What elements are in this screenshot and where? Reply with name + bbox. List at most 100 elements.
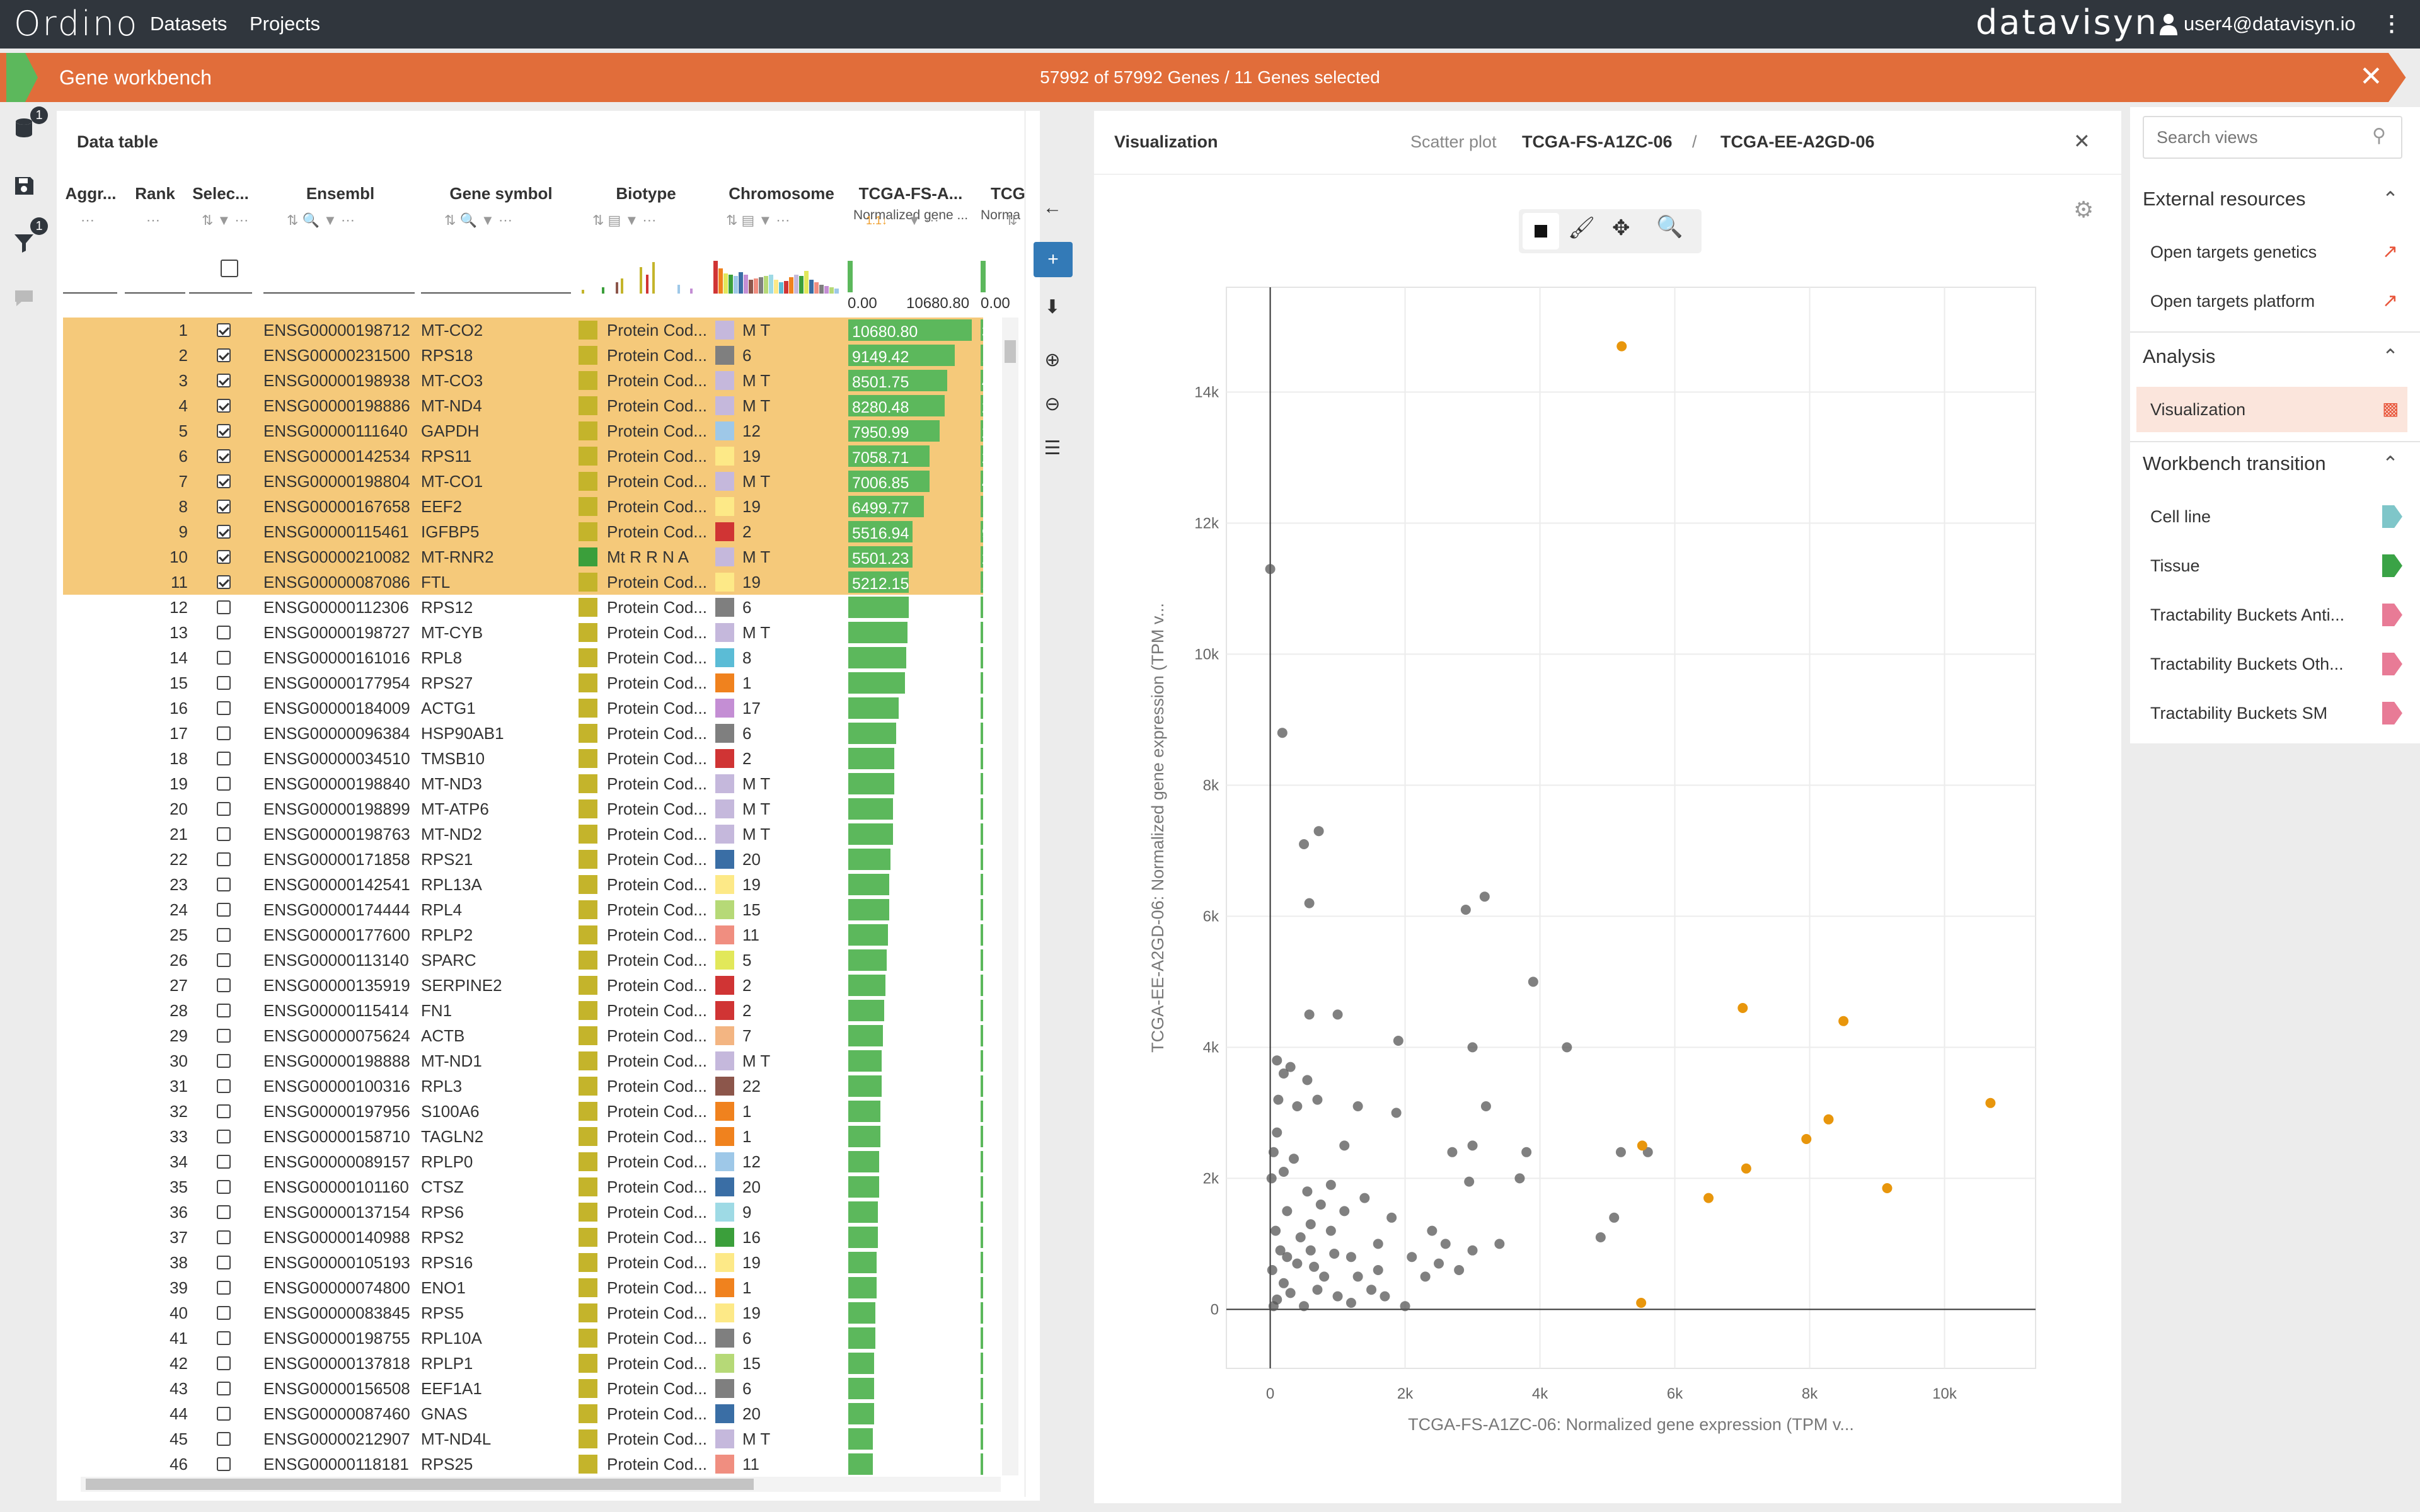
item-tissue[interactable]: Tissue <box>2150 556 2200 575</box>
table-row[interactable]: 10 ENSG00000210082 MT-RNR2 Mt R R N A M T 550… <box>63 544 983 570</box>
table-row[interactable]: 16 ENSG00000184009 ACTG1 Protein Cod... 17 <box>63 696 983 721</box>
table-row[interactable]: 20 ENSG00000198899 MT-ATP6 Protein Cod... M … <box>63 796 983 822</box>
row-checkbox[interactable] <box>217 1281 231 1295</box>
table-row[interactable]: 27 ENSG00000135919 SERPINE2 Protein Cod... 2 <box>63 973 983 998</box>
visualization-close-icon[interactable]: ✕ <box>2073 130 2090 152</box>
ensembl-controls[interactable]: ⇅ 🔍 ▼ ⋯ <box>287 212 355 228</box>
tcga-ee-sort-icon[interactable]: ⇅ <box>1006 212 1018 228</box>
row-checkbox[interactable] <box>217 852 231 866</box>
item-open-targets-genetics[interactable]: Open targets genetics <box>2150 243 2317 261</box>
more-menu-icon[interactable]: ⋮ <box>2381 12 2402 36</box>
row-checkbox[interactable] <box>217 1130 231 1143</box>
table-row[interactable]: 33 ENSG00000158710 TAGLN2 Protein Cod... 1 <box>63 1124 983 1149</box>
aggregate-more-icon[interactable]: ⋯ <box>81 212 95 228</box>
external-link-icon[interactable]: ↗ <box>2382 241 2399 262</box>
row-checkbox[interactable] <box>217 449 231 463</box>
row-checkbox[interactable] <box>217 777 231 791</box>
row-checkbox[interactable] <box>217 827 231 841</box>
table-row[interactable]: 4 ENSG00000198886 MT-ND4 Protein Cod... M T 8… <box>63 393 983 418</box>
chevron-up-icon[interactable]: ⌃ <box>2382 345 2399 367</box>
row-checkbox[interactable] <box>217 1432 231 1446</box>
table-row[interactable]: 31 ENSG00000100316 RPL3 Protein Cod... 22 <box>63 1074 983 1099</box>
table-row[interactable]: 25 ENSG00000177600 RPLP2 Protein Cod... 11 <box>63 922 983 948</box>
table-row[interactable]: 35 ENSG00000101160 CTSZ Protein Cod... 20 <box>63 1174 983 1200</box>
collapse-arrow-icon[interactable]: ← <box>1043 197 1062 218</box>
row-checkbox[interactable] <box>217 1155 231 1169</box>
section-external-resources[interactable]: External resources <box>2143 188 2306 210</box>
row-checkbox[interactable] <box>217 374 231 387</box>
table-row[interactable]: 23 ENSG00000142541 RPL13A Protein Cod... 19 <box>63 872 983 897</box>
item-cell-line[interactable]: Cell line <box>2150 507 2211 526</box>
col-chromosome[interactable]: Chromosome <box>729 184 834 203</box>
row-checkbox[interactable] <box>217 1356 231 1370</box>
row-checkbox[interactable] <box>217 1029 231 1043</box>
row-checkbox[interactable] <box>217 1256 231 1269</box>
item-tractability-sm[interactable]: Tractability Buckets SM <box>2150 704 2328 723</box>
row-checkbox[interactable] <box>217 1331 231 1345</box>
table-row[interactable]: 19 ENSG00000198840 MT-ND3 Protein Cod... M T <box>63 771 983 796</box>
row-checkbox[interactable] <box>217 928 231 942</box>
row-checkbox[interactable] <box>217 1180 231 1194</box>
row-checkbox[interactable] <box>217 575 231 589</box>
save-icon[interactable] <box>13 175 35 197</box>
table-row[interactable]: 2 ENSG00000231500 RPS18 Protein Cod... 6 9149… <box>63 343 983 368</box>
col-rank[interactable]: Rank <box>135 184 175 203</box>
row-checkbox[interactable] <box>217 1306 231 1320</box>
table-row[interactable]: 36 ENSG00000137154 RPS6 Protein Cod... 9 <box>63 1200 983 1225</box>
table-row[interactable]: 46 ENSG00000118181 RPS25 Protein Cod... 11 <box>63 1452 983 1475</box>
col-aggregate[interactable]: Aggr... <box>65 184 117 203</box>
table-row[interactable]: 34 ENSG00000089157 RPLP0 Protein Cod... 12 <box>63 1149 983 1174</box>
row-checkbox[interactable] <box>217 953 231 967</box>
zoom-in-icon[interactable]: ⊕ <box>1044 350 1061 370</box>
symbol-controls[interactable]: ⇅ 🔍 ▼ ⋯ <box>444 212 512 228</box>
section-workbench-transition[interactable]: Workbench transition <box>2143 452 2326 474</box>
table-row[interactable]: 29 ENSG00000075624 ACTB Protein Cod... 7 <box>63 1023 983 1048</box>
table-row[interactable]: 42 ENSG00000137818 RPLP1 Protein Cod... 15 <box>63 1351 983 1376</box>
row-checkbox[interactable] <box>217 1457 231 1471</box>
table-row[interactable]: 21 ENSG00000198763 MT-ND2 Protein Cod... M T <box>63 822 983 847</box>
table-row[interactable]: 44 ENSG00000087460 GNAS Protein Cod... 20 <box>63 1401 983 1426</box>
table-row[interactable]: 15 ENSG00000177954 RPS27 Protein Cod... 1 <box>63 670 983 696</box>
table-row[interactable]: 28 ENSG00000115414 FN1 Protein Cod... 2 <box>63 998 983 1023</box>
download-icon[interactable]: ⬇ <box>1044 297 1061 318</box>
row-checkbox[interactable] <box>217 903 231 917</box>
list-icon[interactable]: ☰ <box>1044 438 1061 459</box>
table-row[interactable]: 14 ENSG00000161016 RPL8 Protein Cod... 8 <box>63 645 983 670</box>
row-checkbox[interactable] <box>217 726 231 740</box>
row-checkbox[interactable] <box>217 550 231 564</box>
sample-y-label[interactable]: TCGA-EE-A2GD-06 <box>1720 132 1875 151</box>
row-checkbox[interactable] <box>217 1407 231 1421</box>
pan-move-icon[interactable]: ✥ <box>1612 216 1630 240</box>
row-checkbox[interactable] <box>217 676 231 690</box>
vertical-scrollbar[interactable] <box>1002 318 1018 1475</box>
zoom-out-icon[interactable]: ⊖ <box>1044 394 1061 415</box>
row-checkbox[interactable] <box>217 651 231 665</box>
row-checkbox[interactable] <box>217 525 231 539</box>
table-row[interactable]: 11 ENSG00000087086 FTL Protein Cod... 19 5212… <box>63 570 983 595</box>
table-row[interactable]: 38 ENSG00000105193 RPS16 Protein Cod... 19 <box>63 1250 983 1275</box>
scatter-plot[interactable]: 0 2k 4k 6k 8k 10k 0 2k 4k 6k 8k 10k 12k 14k TCGA-FS-A1… <box>1134 277 2118 1449</box>
nav-datasets[interactable]: Datasets <box>150 13 228 35</box>
row-checkbox[interactable] <box>217 978 231 992</box>
user-email[interactable]: user4@datavisyn.io <box>2184 13 2356 35</box>
item-tractability-oth[interactable]: Tractability Buckets Oth... <box>2150 655 2344 673</box>
table-row[interactable]: 13 ENSG00000198727 MT-CYB Protein Cod... M T <box>63 620 983 645</box>
table-row[interactable]: 22 ENSG00000171858 RPS21 Protein Cod... 20 <box>63 847 983 872</box>
app-logo[interactable]: Ordino <box>14 4 139 43</box>
zoom-tool-icon[interactable]: 🔍 <box>1656 215 1683 239</box>
col-biotype[interactable]: Biotype <box>616 184 676 203</box>
item-open-targets-platform[interactable]: Open targets platform <box>2150 292 2315 311</box>
col-tcga-fs[interactable]: TCGA-FS-A... <box>858 184 963 203</box>
item-visualization[interactable]: Visualization <box>2150 400 2246 419</box>
row-checkbox[interactable] <box>217 626 231 639</box>
plot-type-label[interactable]: Scatter plot <box>1410 132 1497 151</box>
row-checkbox[interactable] <box>217 323 231 337</box>
section-analysis[interactable]: Analysis <box>2143 345 2216 367</box>
table-row[interactable]: 32 ENSG00000197956 S100A6 Protein Cod... 1 <box>63 1099 983 1124</box>
row-checkbox[interactable] <box>217 1230 231 1244</box>
col-ensembl[interactable]: Ensembl <box>306 184 375 203</box>
row-checkbox[interactable] <box>217 348 231 362</box>
col-gene-symbol[interactable]: Gene symbol <box>449 184 553 203</box>
row-checkbox[interactable] <box>217 752 231 765</box>
table-row[interactable]: 12 ENSG00000112306 RPS12 Protein Cod... 6 <box>63 595 983 620</box>
